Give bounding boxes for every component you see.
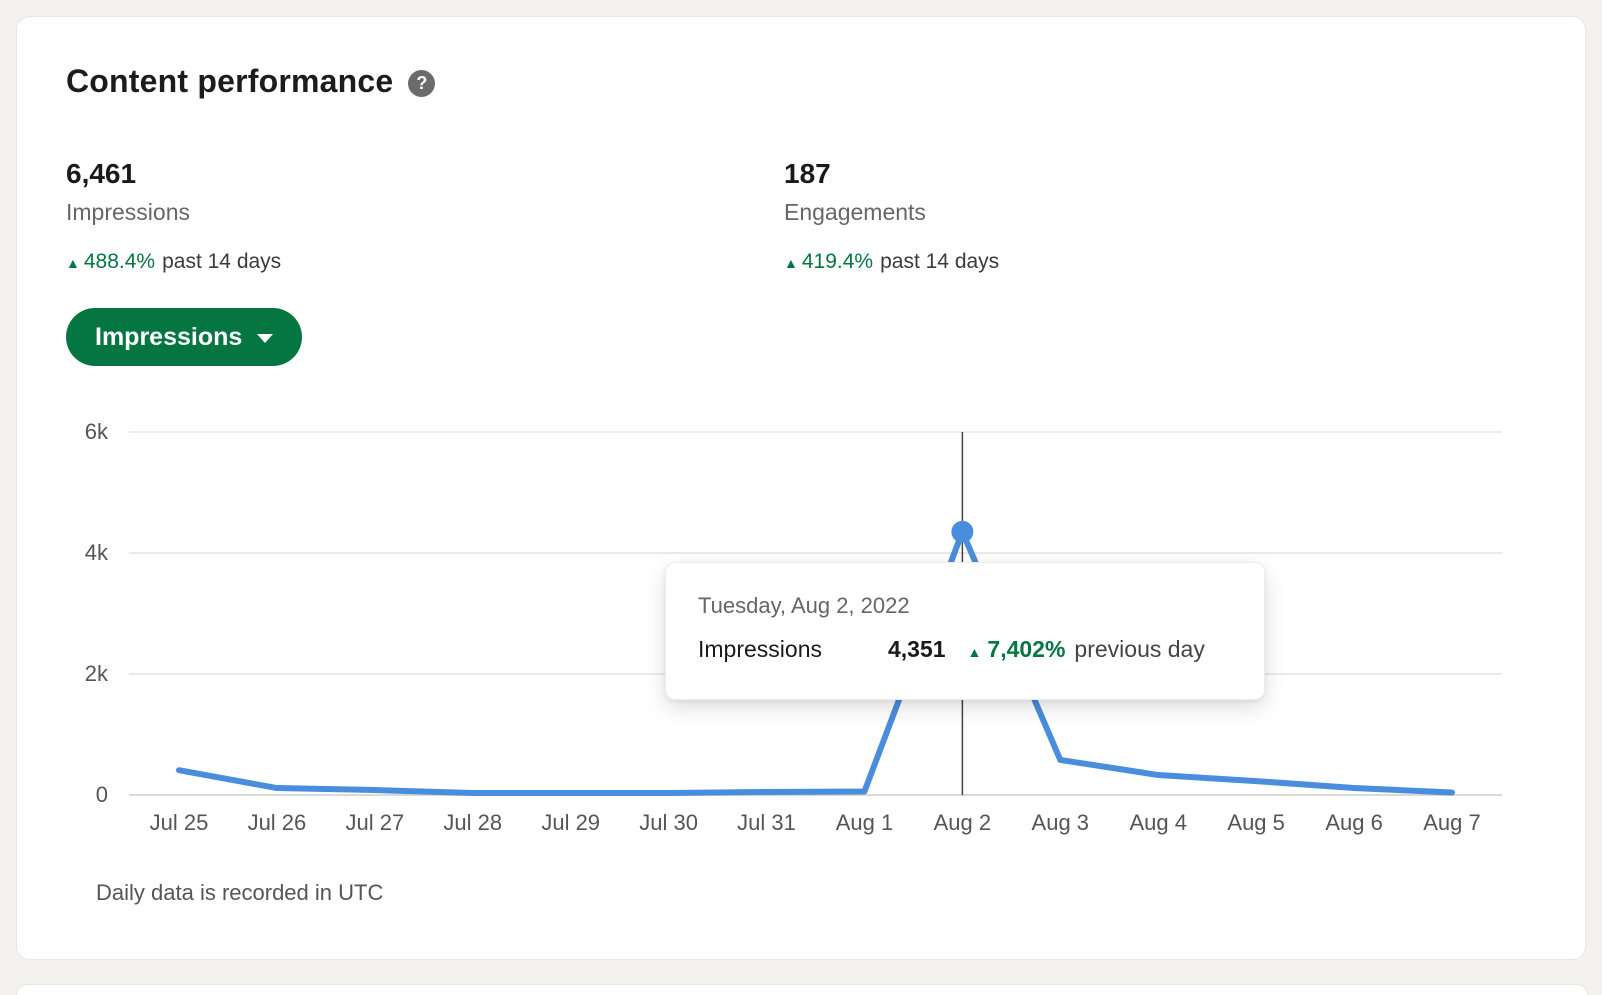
delta-period: past 14 days [162, 250, 282, 273]
x-axis-label: Jul 27 [345, 810, 405, 835]
x-axis-label: Jul 30 [639, 810, 698, 835]
up-arrow-icon: ▲ [967, 644, 982, 660]
y-axis-label: 4k [84, 540, 108, 565]
metric-impressions: 6,461 Impressions ▲ 488.4% past 14 days [66, 158, 784, 274]
metric-label: Engagements [784, 199, 926, 225]
up-arrow-icon: ▲ [66, 255, 80, 271]
tooltip-date: Tuesday, Aug 2, 2022 [698, 593, 910, 618]
metric-engagements: 187 Engagements ▲ 419.4% past 14 days [784, 158, 999, 274]
chevron-down-icon [257, 334, 274, 343]
metric-delta: ▲ 488.4% past 14 days [66, 250, 784, 274]
tooltip-row: Impressions 4,351 ▲ 7,402% previous day [698, 636, 1232, 663]
metric-delta: ▲ 419.4% past 14 days [784, 250, 999, 274]
metrics-row: 6,461 Impressions ▲ 488.4% past 14 days … [66, 158, 1536, 274]
x-axis-label: Aug 1 [835, 810, 894, 835]
metric-label: Impressions [66, 199, 190, 225]
x-axis-label: Aug 6 [1325, 810, 1383, 835]
tooltip-value: 4,351 [887, 636, 946, 662]
next-card-top-edge [16, 984, 1588, 995]
x-axis-label: Aug 2 [933, 810, 992, 835]
tooltip-delta-period: previous day [1074, 636, 1205, 662]
x-axis-label: Aug 5 [1227, 810, 1285, 835]
content-performance-card: Content performance ? 6,461 Impressions … [16, 16, 1586, 960]
help-icon[interactable]: ? [408, 70, 436, 97]
dropdown-label: Impressions [95, 322, 243, 351]
metric-value: 187 [784, 158, 831, 189]
x-axis-label: Jul 29 [541, 810, 601, 835]
x-axis-label: Aug 3 [1031, 810, 1090, 835]
metric-value: 6,461 [66, 158, 137, 189]
page-title: Content performance [66, 63, 394, 99]
delta-percent: 488.4% [83, 250, 156, 273]
x-axis-label: Jul 25 [149, 810, 209, 835]
tooltip-series-label: Impressions [698, 636, 822, 662]
up-arrow-icon: ▲ [784, 255, 798, 271]
impressions-chart: 0 2k 4k 6k Jul 25 Jul 26 Jul 27 Jul 28 Jul 29 Ju… [66, 419, 1536, 836]
x-axis-label: Aug 4 [1129, 810, 1187, 835]
x-axis-label: Jul 31 [737, 810, 796, 835]
y-axis-label: 6k [84, 419, 108, 444]
chart-tooltip: Tuesday, Aug 2, 2022 Impressions 4,351 ▲… [665, 562, 1265, 700]
x-axis-label: Aug 7 [1423, 810, 1481, 835]
delta-percent: 419.4% [801, 250, 874, 273]
x-axis-label: Jul 28 [443, 810, 503, 835]
delta-period: past 14 days [880, 250, 1000, 273]
metric-selector-dropdown[interactable]: Impressions [66, 308, 303, 366]
y-axis-label: 2k [84, 661, 108, 686]
x-axis-label: Jul 26 [247, 810, 307, 835]
utc-footnote: Daily data is recorded in UTC [96, 880, 384, 905]
y-axis-label: 0 [95, 782, 108, 807]
tooltip-delta-percent: 7,402% [987, 636, 1066, 662]
card-header: Content performance ? [66, 63, 1536, 100]
